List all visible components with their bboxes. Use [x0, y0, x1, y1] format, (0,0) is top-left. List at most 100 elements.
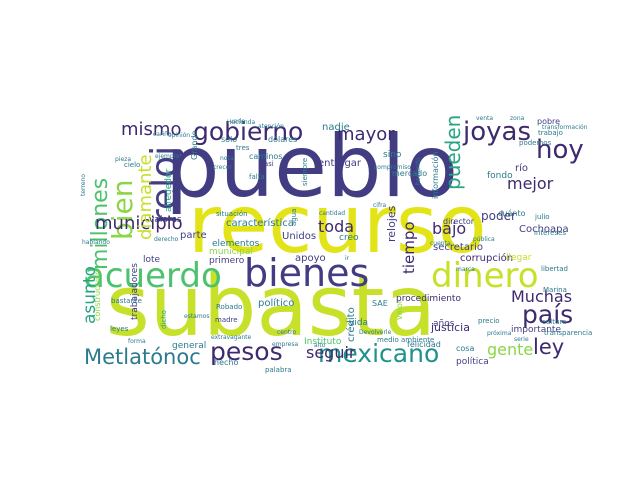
cloud-word: acuerdo: [84, 256, 222, 296]
cloud-word: creo: [339, 233, 359, 243]
cloud-word: cuánto: [498, 209, 526, 218]
cloud-word: alto: [314, 342, 326, 349]
cloud-word: atención: [258, 123, 284, 130]
cloud-word: palabra: [265, 366, 292, 374]
cloud-word: apoyo: [295, 253, 326, 264]
cloud-word: gobierno: [193, 117, 303, 146]
cloud-word: importante: [511, 325, 561, 335]
cloud-word: bien: [106, 179, 139, 240]
cloud-word: pobre: [537, 117, 560, 126]
cloud-word: venta: [476, 115, 493, 122]
cloud-word: julio: [534, 213, 550, 221]
cloud-word: recurso: [188, 178, 487, 271]
cloud-word: llegar: [506, 253, 532, 263]
cloud-word: seguir: [306, 343, 356, 362]
cloud-word: Unidos: [282, 231, 316, 242]
cloud-word: sino: [383, 150, 402, 160]
cloud-word: transparencia: [544, 329, 592, 337]
cloud-word: crédito: [345, 307, 357, 342]
cloud-word: político: [258, 297, 294, 309]
cloud-word: Robado: [216, 303, 242, 311]
cloud-word: pueden: [441, 115, 465, 190]
cloud-word: Marina: [543, 286, 567, 294]
cloud-word: río: [515, 162, 528, 174]
cloud-word: mexicano: [318, 339, 439, 368]
cloud-word: municipal: [209, 247, 253, 257]
cloud-word: pública: [473, 236, 495, 243]
cloud-word: precio: [478, 317, 500, 325]
cloud-word: marca: [456, 266, 475, 273]
cloud-word: valores: [149, 215, 182, 225]
cloud-word: Muchas: [511, 287, 572, 306]
cloud-word: corrupción: [460, 252, 513, 264]
cloud-word: felicidad: [407, 340, 441, 349]
cloud-word: toda: [318, 217, 354, 236]
cloud-word: justicia: [430, 321, 470, 334]
cloud-word: intereses: [534, 229, 566, 237]
cloud-word: caminos: [249, 152, 282, 161]
cloud-word: próxima: [487, 330, 512, 337]
cloud-word: vida: [349, 318, 368, 328]
cloud-word: información: [430, 152, 440, 199]
cloud-word: empresa: [272, 341, 298, 348]
cloud-word: mercado: [392, 169, 427, 178]
cloud-word: verlo: [230, 118, 245, 125]
cloud-word: dólares: [268, 134, 297, 144]
cloud-word: estamos: [184, 313, 210, 320]
cloud-word: hecho: [214, 358, 238, 367]
cloud-word: bienes: [244, 251, 369, 295]
cloud-word: cielo: [124, 161, 140, 169]
cloud-word: haciendo: [415, 157, 422, 185]
cloud-word: medio ambiente: [377, 336, 434, 344]
cloud-word: opinión: [168, 132, 190, 139]
cloud-word: agua: [290, 209, 298, 226]
cloud-word: falta: [249, 173, 265, 181]
cloud-word: años: [433, 319, 455, 329]
cloud-word: gente: [487, 340, 533, 359]
cloud-word: municipio: [95, 213, 183, 234]
cloud-word: procedimiento: [396, 294, 461, 304]
cloud-word: entregar: [318, 158, 362, 169]
cloud-word: país: [522, 300, 573, 329]
cloud-word: transformación: [542, 124, 588, 131]
cloud-word: valor: [395, 299, 404, 320]
cloud-word: nadie: [322, 122, 350, 133]
cloud-word: SAE: [372, 299, 388, 308]
cloud-word: crecer: [213, 164, 232, 171]
cloud-word: extravagante: [211, 334, 252, 341]
cloud-word: mayor: [337, 124, 395, 145]
cloud-word: cuenta: [430, 240, 451, 247]
cloud-word: mismo: [121, 119, 181, 140]
cloud-word: millones: [88, 178, 113, 270]
cloud-word: podemos: [519, 139, 552, 147]
cloud-word: hablando: [82, 239, 110, 246]
cloud-word: cultura: [542, 318, 567, 326]
cloud-word: cifra: [373, 202, 387, 209]
cloud-word: serie: [514, 336, 529, 343]
cloud-word: trabajadores: [130, 263, 140, 320]
cloud-word: joyas: [462, 117, 531, 147]
cloud-word: subasta: [106, 257, 436, 355]
cloud-word: elementos: [212, 239, 260, 249]
cloud-word: ir: [345, 255, 350, 262]
cloud-word: situación: [216, 210, 248, 218]
cloud-word: dinero: [431, 256, 539, 296]
cloud-word: lote: [143, 255, 161, 265]
cloud-word: libertad: [541, 265, 568, 273]
cloud-word: parte: [180, 230, 207, 241]
cloud-word: madre: [215, 316, 238, 324]
cloud-word: tres: [236, 144, 250, 152]
cloud-word: siempre: [301, 158, 309, 186]
cloud-word: pueblo: [165, 117, 458, 217]
cloud-word: bastante: [111, 297, 142, 305]
cloud-word: relojes: [385, 205, 398, 242]
cloud-word: centro: [277, 329, 296, 336]
cloud-word: forma: [128, 338, 146, 345]
cloud-word: diamante: [135, 154, 156, 240]
cloud-word: política: [456, 357, 489, 367]
cloud-word: primero: [209, 256, 245, 266]
cloud-word: construcción: [92, 270, 102, 321]
cloud-word: pesos: [210, 337, 283, 366]
cloud-word: pieza: [115, 156, 131, 163]
